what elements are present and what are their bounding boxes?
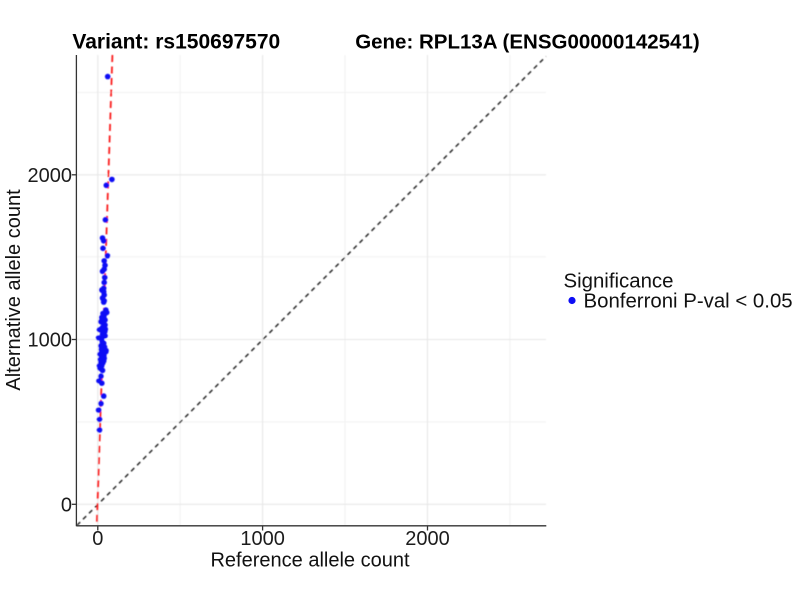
svg-text:Reference allele count: Reference allele count [210, 550, 409, 572]
svg-text:Significance: Significance [564, 270, 674, 292]
svg-text:0: 0 [61, 495, 72, 517]
svg-text:0: 0 [92, 528, 103, 550]
svg-text:2000: 2000 [28, 165, 73, 187]
svg-text:1000: 1000 [28, 330, 73, 352]
svg-text:Gene: RPL13A (ENSG00000142541): Gene: RPL13A (ENSG00000142541) [355, 30, 700, 53]
svg-text:1000: 1000 [240, 528, 285, 550]
svg-text:Variant: rs150697570: Variant: rs150697570 [72, 30, 280, 53]
svg-text:Bonferroni P-val < 0.05: Bonferroni P-val < 0.05 [584, 291, 793, 313]
svg-text:Alternative allele count: Alternative allele count [3, 189, 25, 391]
svg-text:2000: 2000 [405, 528, 450, 550]
